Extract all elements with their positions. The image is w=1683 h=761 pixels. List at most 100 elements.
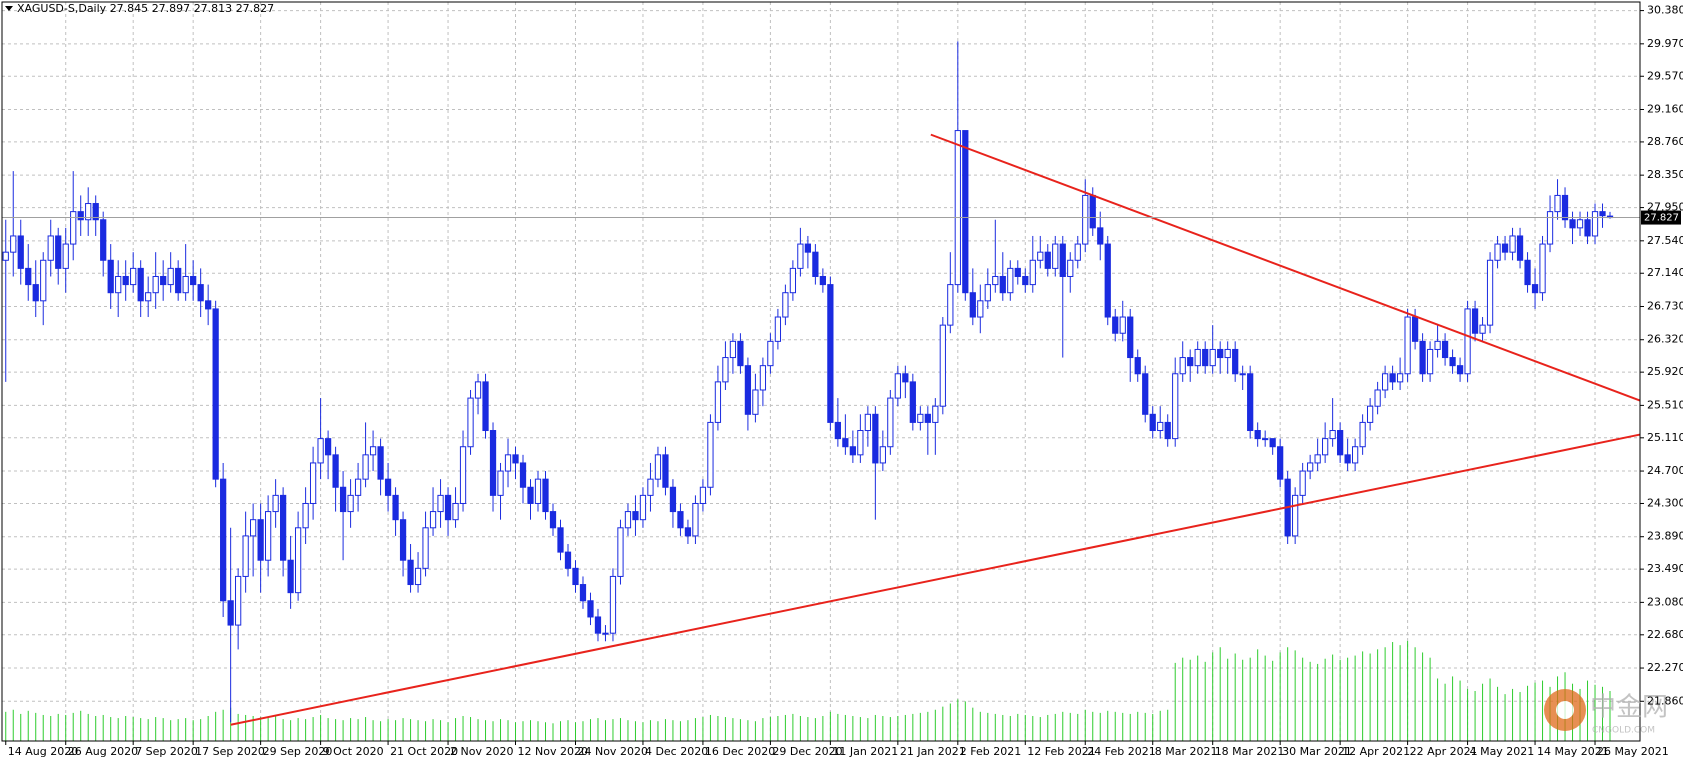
x-tick-label: 7 Sep 2020 [135, 745, 198, 758]
y-tick-label: 22.270 [1647, 661, 1683, 674]
candle-body [1202, 348, 1209, 367]
candle-body [2, 251, 9, 261]
candle-body [1157, 421, 1164, 432]
candle-body [392, 494, 399, 521]
candle-body [1037, 251, 1044, 261]
candle-body [707, 421, 714, 488]
candle-body [47, 235, 54, 261]
x-tick-label: 29 Dec 2020 [772, 745, 842, 758]
candle-body [1546, 211, 1554, 245]
candle-body [1322, 438, 1329, 456]
candle-body [1516, 235, 1524, 261]
candle-body [437, 494, 444, 513]
candle-body [347, 494, 354, 513]
candle-body [1509, 235, 1516, 253]
candle-body [909, 381, 916, 423]
close: 27.827 [236, 2, 275, 15]
candle-body [699, 486, 707, 504]
y-tick-label: 24.700 [1647, 464, 1683, 477]
candle-body [452, 502, 459, 521]
candle-body [744, 365, 752, 415]
price-label-box [1641, 210, 1681, 225]
candle-body [32, 284, 39, 302]
candle-body [407, 559, 414, 586]
candle-body [1441, 340, 1449, 359]
x-tick-label: 29 Sep 2020 [263, 745, 333, 758]
candle-body [1471, 308, 1479, 334]
candle-body [849, 446, 856, 456]
candle-body [827, 284, 834, 423]
candle-body [1389, 373, 1396, 383]
candle-body [564, 551, 572, 569]
x-tick-label: 26 May 2021 [1597, 745, 1669, 758]
candle-body [1164, 421, 1171, 440]
y-tick-label: 26.320 [1647, 333, 1683, 346]
candle-body [1501, 243, 1509, 253]
candle-body [242, 535, 249, 577]
candle-body [145, 292, 152, 302]
x-tick-label: 24 Feb 2021 [1087, 745, 1155, 758]
candle-body [1187, 357, 1194, 367]
candle-body [572, 567, 579, 586]
candle-body [737, 340, 744, 367]
candle-body [714, 381, 722, 423]
candle-body [287, 559, 294, 594]
candle-body [917, 413, 924, 423]
candle-body [152, 275, 159, 294]
x-tick-label: 14 Aug 2020 [8, 745, 78, 758]
candle-body [1404, 316, 1411, 375]
candle-body [1059, 243, 1066, 277]
candle-body [602, 632, 609, 635]
candle-body [17, 235, 24, 269]
candle-body [1366, 405, 1374, 423]
candle-body [10, 235, 17, 253]
candle-body [1209, 348, 1216, 367]
candle-body [1097, 227, 1104, 245]
candle-body [85, 203, 92, 221]
candle-body [137, 267, 144, 302]
x-tick-label: 22 Apr 2021 [1410, 745, 1478, 758]
candle-body [1269, 438, 1276, 448]
candle-body [197, 284, 204, 302]
y-tick-label: 21.860 [1647, 694, 1683, 707]
candle-body [1374, 389, 1381, 407]
candle-body [669, 486, 677, 513]
candle-body [294, 527, 302, 594]
candle-body [1561, 194, 1569, 221]
y-tick-label: 29.570 [1647, 69, 1683, 82]
x-tick-label: 18 Mar 2021 [1215, 745, 1285, 758]
candle-body [55, 235, 62, 269]
candle-body [579, 584, 587, 602]
candle-body [879, 446, 886, 464]
candle-body [272, 494, 279, 513]
candle-body [924, 413, 931, 423]
x-tick-label: 9 Oct 2020 [323, 745, 384, 758]
candle-body [160, 275, 167, 286]
candle-body [1531, 284, 1539, 294]
candle-body [684, 527, 692, 537]
candle-body [422, 527, 429, 569]
candle-body [1052, 243, 1059, 269]
candle-body [842, 438, 849, 448]
candle-body [1599, 211, 1606, 217]
candle-body [377, 446, 384, 480]
candle-body [265, 511, 272, 561]
candle-body [235, 575, 242, 626]
candle-body [1479, 324, 1486, 334]
candle-body [1119, 316, 1126, 334]
candle-body [857, 430, 864, 456]
x-tick-label: 12 Feb 2021 [1027, 745, 1095, 758]
x-tick-label: 24 Nov 2020 [577, 745, 647, 758]
candle-body [1307, 462, 1314, 472]
x-tick-label: 26 Aug 2020 [68, 745, 138, 758]
candle-body [654, 454, 662, 480]
candle-body [362, 454, 369, 480]
candle-body [1232, 348, 1239, 375]
candle-body [1449, 357, 1456, 367]
y-tick-label: 23.890 [1647, 530, 1683, 543]
candle-body [864, 413, 871, 432]
candle-body [1337, 430, 1344, 456]
candle-body [1142, 373, 1149, 415]
candle-body [954, 130, 961, 286]
candle-body [70, 211, 77, 245]
